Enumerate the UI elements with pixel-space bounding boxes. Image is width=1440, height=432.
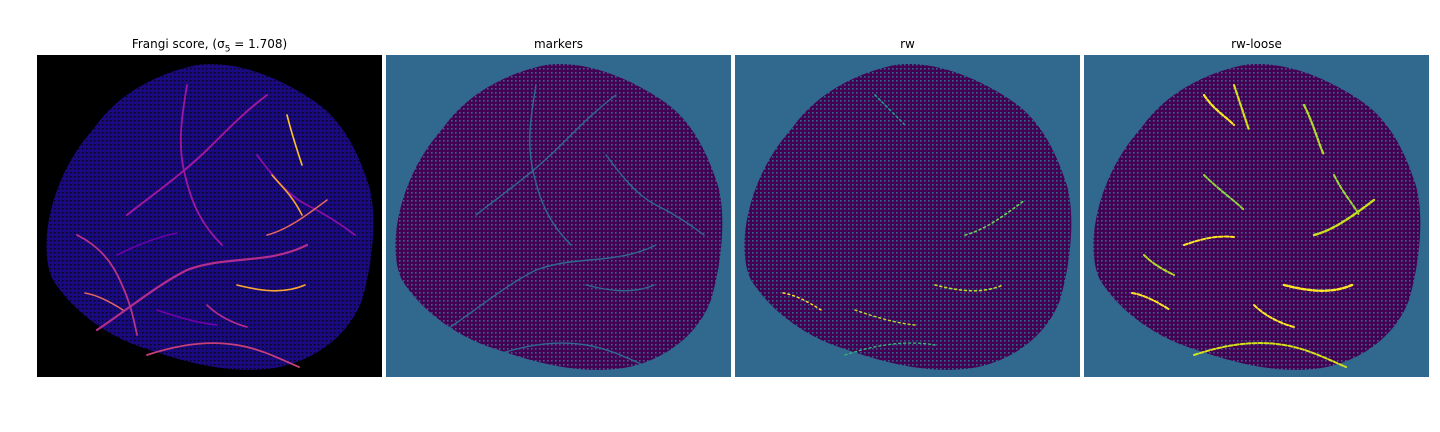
markers-image <box>386 55 731 377</box>
markers-title: markers <box>533 37 584 51</box>
rw-loose-vessel-strokes <box>1131 83 1376 368</box>
tissue-blob <box>1093 64 1421 370</box>
frangi-score-title: Frangi score, (σ5 = 1.708) <box>131 37 288 55</box>
rw-vessel-strokes <box>782 94 1026 356</box>
frangi-score-image <box>37 55 382 377</box>
vessel-strokes <box>76 84 356 368</box>
tissue-blob <box>744 64 1072 370</box>
rw-image <box>735 55 1080 377</box>
marker-strokes <box>445 84 705 368</box>
rw-loose-title: rw-loose <box>1231 37 1282 51</box>
rw-loose-image <box>1084 55 1429 377</box>
tissue-blob <box>395 64 723 370</box>
tissue-blob <box>46 64 374 370</box>
rw-title: rw <box>900 37 915 51</box>
